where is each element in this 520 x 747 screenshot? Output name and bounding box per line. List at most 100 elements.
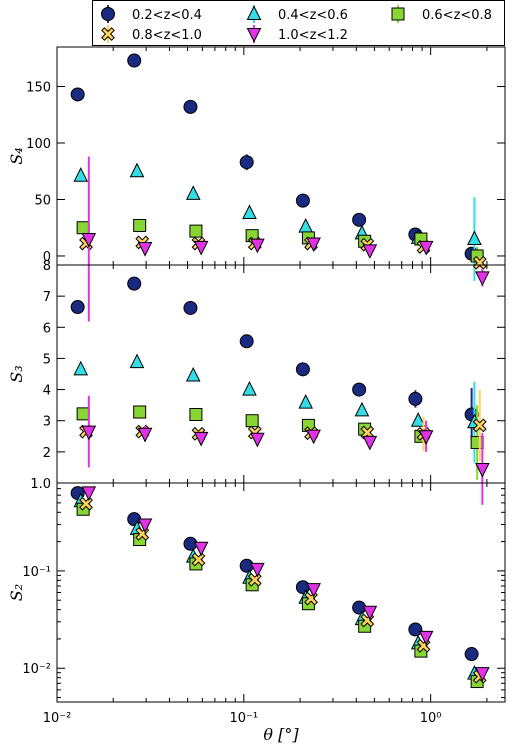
data-point xyxy=(295,193,310,208)
legend-frame xyxy=(92,0,505,46)
y-axis-label: S₂ xyxy=(7,584,26,601)
data-point xyxy=(250,432,265,448)
data-point xyxy=(242,380,257,396)
legend-label: 1.0<z<1.2 xyxy=(278,28,348,43)
panel: 10⁻² 10⁻¹ S₂ xyxy=(7,482,506,703)
y-tick-label: 100 xyxy=(26,137,51,152)
data-point xyxy=(354,401,370,417)
data-point xyxy=(418,430,434,445)
data-point xyxy=(467,230,482,246)
data-point xyxy=(127,276,142,291)
data-point xyxy=(183,300,198,315)
data-point xyxy=(472,418,487,433)
x-axis-label: θ [°] xyxy=(263,725,299,744)
panel-frame xyxy=(56,46,506,266)
data-point xyxy=(239,155,254,170)
panel-frame xyxy=(56,482,506,703)
legend-label: 0.6<z<0.8 xyxy=(422,8,492,23)
series xyxy=(81,156,490,322)
data-point xyxy=(475,271,490,287)
data-point xyxy=(408,622,423,637)
legend-marker xyxy=(246,28,262,43)
y-tick-label: 0 xyxy=(43,250,51,265)
y-tick-label: 1.0 xyxy=(30,477,51,492)
data-point xyxy=(193,541,209,557)
data-point xyxy=(239,558,254,573)
legend-marker xyxy=(246,5,262,20)
series xyxy=(76,405,484,480)
legend: 0.2<z<0.4 0.4<z<0.6 0.6<z<0.8 0.8<z<1.0 1.0<… xyxy=(92,0,505,46)
legend-marker xyxy=(101,7,115,21)
data-point xyxy=(245,414,259,428)
legend-marker xyxy=(101,27,115,41)
y-tick-label: 4 xyxy=(43,384,51,399)
x-tick-label: 10⁻² xyxy=(43,711,72,726)
data-point xyxy=(185,185,201,200)
series xyxy=(70,53,479,261)
y-tick-label: 3 xyxy=(43,415,51,430)
y-axis-label: S₄ xyxy=(7,147,26,164)
legend-marker xyxy=(391,7,405,21)
data-point xyxy=(81,233,97,248)
data-point xyxy=(362,244,378,259)
data-point xyxy=(137,518,153,534)
data-point xyxy=(306,237,321,253)
data-point xyxy=(475,462,490,478)
data-point xyxy=(362,435,378,451)
data-point xyxy=(242,204,257,220)
y-tick-label: 7 xyxy=(43,290,51,305)
data-point xyxy=(73,360,89,376)
y-tick-label: 50 xyxy=(34,193,51,208)
legend-label: 0.8<z<1.0 xyxy=(132,28,202,43)
series xyxy=(81,486,490,682)
panel: 1.0 2 3 4 5 6 7 8 S₃ xyxy=(7,259,506,505)
data-point xyxy=(76,407,90,421)
data-point xyxy=(306,583,321,598)
data-point xyxy=(137,242,153,257)
data-point xyxy=(418,240,434,256)
data-point xyxy=(295,362,310,377)
data-point xyxy=(76,221,90,235)
y-tick-label: 150 xyxy=(26,81,51,96)
data-point xyxy=(298,217,314,233)
data-point xyxy=(352,212,367,227)
panel-frame xyxy=(56,264,506,484)
data-point xyxy=(189,224,203,238)
series xyxy=(70,486,479,662)
data-point xyxy=(189,407,203,421)
data-point xyxy=(298,394,314,409)
data-point xyxy=(306,429,321,445)
data-point xyxy=(129,162,145,178)
y-tick-label: 8 xyxy=(43,259,51,274)
y-axis-label: S₃ xyxy=(7,365,26,382)
data-point xyxy=(133,218,147,232)
y-tick-label: 6 xyxy=(43,321,51,336)
data-point xyxy=(133,405,147,419)
data-point xyxy=(70,300,85,315)
y-tick-label: 5 xyxy=(43,352,51,367)
data-point xyxy=(185,366,201,382)
data-point xyxy=(73,167,89,182)
data-point xyxy=(81,486,97,502)
data-point xyxy=(70,87,85,102)
data-point xyxy=(193,431,209,447)
data-point xyxy=(137,427,153,443)
data-point xyxy=(193,240,209,256)
data-point xyxy=(475,667,490,682)
data-point xyxy=(464,647,479,662)
data-point xyxy=(410,412,426,427)
y-tick-label: 2 xyxy=(43,446,51,461)
panels: 0 50 100 150 S₄ 1.0 2 3 4 5 6 7 8 S₃ 10⁻² 10⁻¹ S₂ xyxy=(7,46,506,703)
data-point xyxy=(470,436,484,450)
data-point xyxy=(81,425,97,441)
panel: 0 50 100 150 S₄ xyxy=(7,46,506,322)
y-tick-label: 10⁻¹ xyxy=(22,565,51,580)
data-point xyxy=(418,630,434,646)
legend-label: 0.4<z<0.6 xyxy=(278,8,348,23)
series xyxy=(81,395,490,505)
x-tick-label: 10⁰ xyxy=(420,711,442,726)
data-point xyxy=(362,605,378,621)
data-point xyxy=(183,99,198,114)
data-point xyxy=(129,353,145,369)
